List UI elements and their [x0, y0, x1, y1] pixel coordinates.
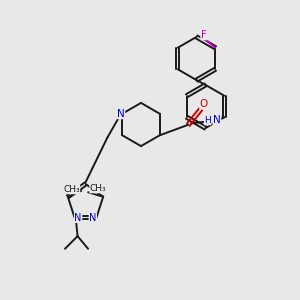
Text: N: N	[89, 212, 97, 223]
Text: O: O	[200, 99, 208, 109]
Text: N: N	[117, 109, 125, 119]
Text: H: H	[204, 116, 211, 125]
Text: N: N	[74, 212, 82, 223]
Text: CH₃: CH₃	[90, 184, 106, 193]
Text: N: N	[213, 115, 221, 125]
Text: F: F	[201, 30, 207, 40]
Text: CH₃: CH₃	[63, 185, 80, 194]
